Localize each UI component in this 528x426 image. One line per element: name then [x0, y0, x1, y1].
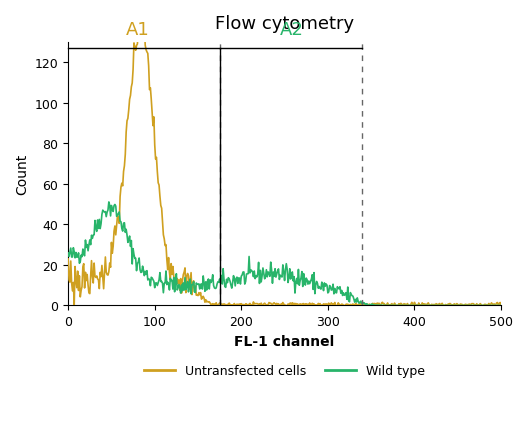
X-axis label: FL-1 channel: FL-1 channel — [234, 334, 335, 348]
Text: A1: A1 — [126, 21, 149, 39]
Text: A2: A2 — [279, 21, 304, 39]
Y-axis label: Count: Count — [15, 154, 29, 195]
Title: Flow cytometry: Flow cytometry — [215, 15, 354, 33]
Legend: Untransfected cells, Wild type: Untransfected cells, Wild type — [139, 360, 430, 382]
